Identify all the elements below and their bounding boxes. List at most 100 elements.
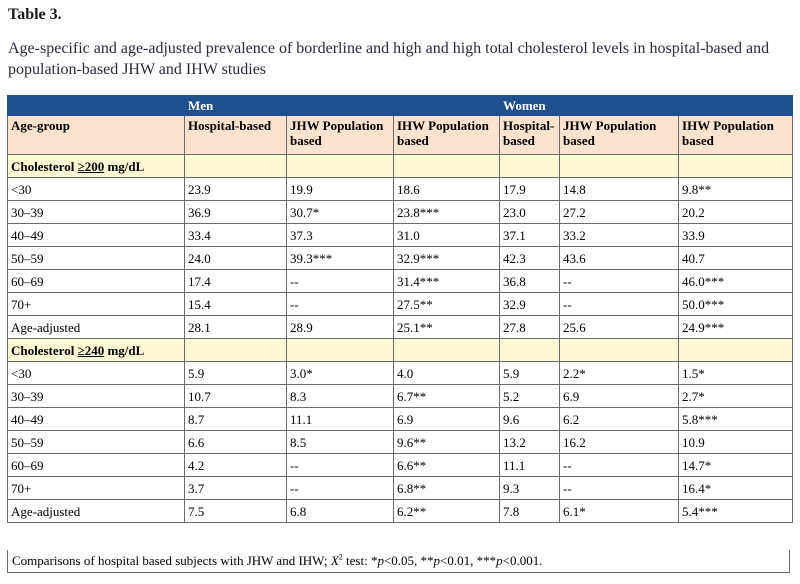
value-cell: 1.5* xyxy=(678,361,794,385)
value-cell: 36.8 xyxy=(499,269,561,293)
value-cell: 17.4 xyxy=(184,269,287,293)
value-cell: 33.9 xyxy=(678,223,794,247)
section-label-suffix: mg/dL xyxy=(104,342,145,358)
section-empty-cell xyxy=(286,154,394,178)
column-header: JHW Population based xyxy=(286,115,394,155)
value-cell: 25.6 xyxy=(559,315,680,339)
column-header: Hospital-based xyxy=(184,115,287,155)
section-empty-cell xyxy=(184,338,287,362)
column-header: Hospital-based xyxy=(499,115,561,155)
value-cell: 6.7** xyxy=(392,384,501,408)
table-row: Age-adjusted 28.1 28.9 25.1** 27.8 25.6 24.9**… xyxy=(7,315,794,339)
section-header-row: Cholesterol ≥200 mg/dL xyxy=(7,154,794,178)
value-cell: 32.9 xyxy=(499,292,561,316)
value-cell: 4.2 xyxy=(184,453,287,477)
section-label-threshold: ≥240 xyxy=(77,342,105,358)
value-cell: 9.6 xyxy=(499,407,561,431)
value-cell: 11.1 xyxy=(499,453,561,477)
value-cell: -- xyxy=(559,269,680,293)
value-cell: 23.0 xyxy=(499,200,561,224)
age-group-cell: 40–49 xyxy=(7,223,185,247)
value-cell: 3.0* xyxy=(286,361,394,385)
table-row: 60–69 17.4 -- 31.4*** 36.8 -- 46.0*** xyxy=(7,269,794,293)
value-cell: 30.7* xyxy=(286,200,394,224)
value-cell: 33.2 xyxy=(559,223,680,247)
group-header-blank xyxy=(7,95,185,116)
section-label-threshold: ≥200 xyxy=(77,158,105,174)
table-row: 60–69 4.2 -- 6.6** 11.1 -- 14.7* xyxy=(7,453,794,477)
value-cell: 5.4*** xyxy=(678,499,794,523)
value-cell: -- xyxy=(286,292,394,316)
value-cell: 9.8** xyxy=(678,177,794,201)
value-cell: 31.4*** xyxy=(392,269,501,293)
value-cell: 23.9 xyxy=(184,177,287,201)
value-cell: 5.2 xyxy=(499,384,561,408)
value-cell: -- xyxy=(286,453,394,477)
column-header: JHW Population based xyxy=(559,115,680,155)
value-cell: 46.0*** xyxy=(678,269,794,293)
age-group-cell: 50–59 xyxy=(7,430,185,454)
column-header-row: Age-group Hospital-based JHW Population … xyxy=(7,115,794,155)
value-cell: 42.3 xyxy=(499,246,561,270)
age-group-cell: 50–59 xyxy=(7,246,185,270)
value-cell: 43.6 xyxy=(559,246,680,270)
value-cell: 16.2 xyxy=(559,430,680,454)
column-header: Age-group xyxy=(7,115,185,155)
value-cell: 2.7* xyxy=(678,384,794,408)
section-label-suffix: mg/dL xyxy=(104,158,145,174)
footnote-threshold: <0.01, *** xyxy=(440,553,497,568)
value-cell: 11.1 xyxy=(286,407,394,431)
age-group-cell: Age-adjusted xyxy=(7,315,185,339)
column-header: IHW Population based xyxy=(392,115,501,155)
table-row: 40–49 8.7 11.1 6.9 9.6 6.2 5.8*** xyxy=(7,407,794,431)
value-cell: 9.3 xyxy=(499,476,561,500)
value-cell: 6.8 xyxy=(286,499,394,523)
value-cell: 8.7 xyxy=(184,407,287,431)
age-group-cell: 40–49 xyxy=(7,407,185,431)
section-label: Cholesterol ≥240 mg/dL xyxy=(7,338,185,362)
value-cell: 37.3 xyxy=(286,223,394,247)
value-cell: 2.2* xyxy=(559,361,680,385)
footnote-test: test: * xyxy=(342,553,378,568)
value-cell: 8.5 xyxy=(286,430,394,454)
table-row: 70+ 3.7 -- 6.8** 9.3 -- 16.4* xyxy=(7,476,794,500)
value-cell: 28.9 xyxy=(286,315,394,339)
footnote-lead: Comparisons of hospital based subjects w… xyxy=(12,553,331,568)
age-group-cell: <30 xyxy=(7,177,185,201)
footnote-threshold: <0.001. xyxy=(502,553,543,568)
age-group-cell: 60–69 xyxy=(7,453,185,477)
age-group-cell: Age-adjusted xyxy=(7,499,185,523)
value-cell: 18.6 xyxy=(392,177,501,201)
value-cell: 4.0 xyxy=(392,361,501,385)
table-row: Age-adjusted 7.5 6.8 6.2** 7.8 6.1* 5.4*** xyxy=(7,499,794,523)
value-cell: 27.8 xyxy=(499,315,561,339)
value-cell: 8.3 xyxy=(286,384,394,408)
table-label: Table 3. xyxy=(8,6,62,23)
value-cell: 10.9 xyxy=(678,430,794,454)
age-group-cell: 60–69 xyxy=(7,269,185,293)
footnote-p: p xyxy=(433,553,441,568)
footnote-p: p xyxy=(496,553,503,568)
value-cell: 6.9 xyxy=(392,407,501,431)
section-empty-cell xyxy=(559,154,680,178)
value-cell: 33.4 xyxy=(184,223,287,247)
value-cell: 5.8*** xyxy=(678,407,794,431)
age-group-cell: <30 xyxy=(7,361,185,385)
section-empty-cell xyxy=(392,154,501,178)
section-empty-cell xyxy=(678,338,794,362)
value-cell: 6.9 xyxy=(559,384,680,408)
section-empty-cell xyxy=(499,338,561,362)
value-cell: 14.7* xyxy=(678,453,794,477)
value-cell: 37.1 xyxy=(499,223,561,247)
value-cell: 6.1* xyxy=(559,499,680,523)
table-footnote: Comparisons of hospital based subjects w… xyxy=(7,550,790,573)
section-header-row: Cholesterol ≥240 mg/dL xyxy=(7,338,794,362)
table-row: 30–39 10.7 8.3 6.7** 5.2 6.9 2.7* xyxy=(7,384,794,408)
age-group-cell: 70+ xyxy=(7,292,185,316)
footnote-x: X xyxy=(330,553,339,568)
footnote-p: p xyxy=(377,553,384,568)
value-cell: -- xyxy=(559,453,680,477)
section-empty-cell xyxy=(392,338,501,362)
section-label-prefix: Cholesterol xyxy=(11,342,78,358)
value-cell: 19.9 xyxy=(286,177,394,201)
